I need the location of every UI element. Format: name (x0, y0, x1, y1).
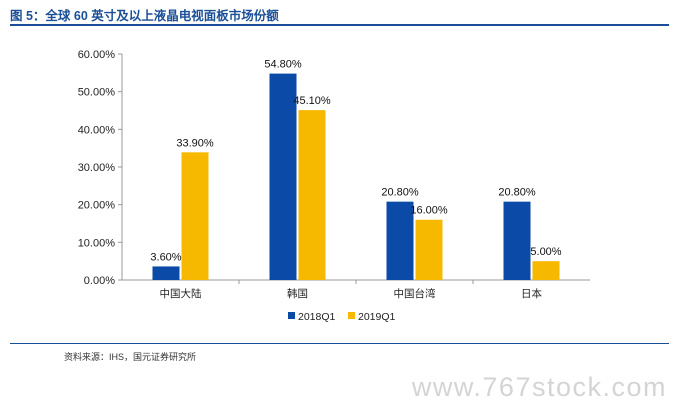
y-tick-label: 40.00% (78, 124, 116, 136)
legend-swatch (288, 312, 295, 319)
data-label: 5.00% (530, 246, 561, 258)
data-label: 45.10% (293, 95, 331, 107)
data-label: 54.80% (264, 59, 302, 71)
y-tick-label: 0.00% (84, 275, 115, 287)
bar-2019Q1 (532, 261, 560, 280)
data-label: 20.80% (498, 187, 536, 199)
x-tick-label: 中国台湾 (394, 287, 436, 300)
y-tick-label: 30.00% (78, 162, 116, 174)
bar-2019Q1 (181, 152, 209, 280)
watermark: www.767stock.com (411, 372, 667, 402)
x-tick-label: 韩国 (287, 287, 308, 300)
bar-2018Q1 (152, 266, 180, 280)
data-label: 3.60% (150, 251, 181, 263)
y-tick-label: 60.00% (78, 49, 116, 61)
chart-title: 图 5：全球 60 英寸及以上液晶电视面板市场份额 (10, 9, 279, 23)
bar-2019Q1 (298, 110, 326, 280)
legend-swatch (348, 312, 355, 319)
data-label: 16.00% (410, 205, 448, 217)
bar-2018Q1 (269, 73, 297, 280)
bar-2019Q1 (415, 219, 443, 280)
legend-label: 2018Q1 (298, 311, 336, 323)
data-label: 20.80% (381, 187, 419, 199)
title-rule (10, 24, 669, 26)
y-tick-label: 50.00% (78, 87, 116, 99)
bar-2018Q1 (386, 201, 414, 280)
y-tick-label: 20.00% (78, 200, 116, 212)
source-note: 资料来源：IHS，国元证券研究所 (64, 352, 197, 362)
data-label: 33.90% (176, 137, 214, 149)
legend-label: 2019Q1 (358, 311, 396, 323)
bar-2018Q1 (503, 201, 531, 280)
source-rule (10, 343, 669, 344)
y-tick-label: 10.00% (78, 237, 116, 249)
x-tick-label: 中国大陆 (160, 287, 202, 300)
x-tick-label: 日本 (521, 287, 542, 300)
